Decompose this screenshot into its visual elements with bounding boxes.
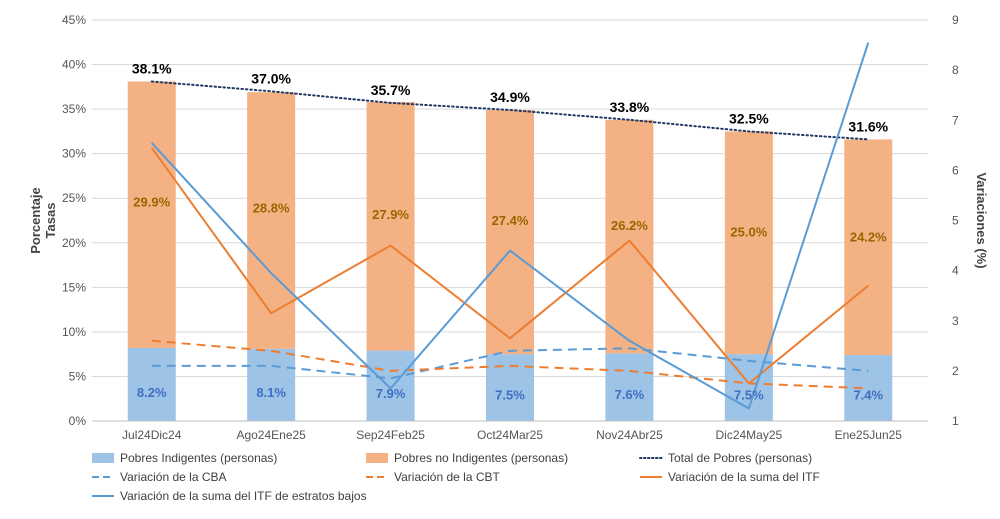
y-axis-title-line: Tasas <box>43 203 58 239</box>
bar-no-indigentes <box>127 81 176 348</box>
bar-indigentes <box>844 355 893 421</box>
line-variation-3 <box>150 42 870 410</box>
total-data-label: 37.0% <box>251 70 291 86</box>
bar-no-indigentes <box>366 101 415 351</box>
no-indigentes-data-label: 26.2% <box>611 218 648 233</box>
bar-no-indigentes <box>844 139 893 356</box>
bar-indigentes <box>127 347 176 421</box>
legend-label: Pobres Indigentes (personas) <box>120 451 277 465</box>
total-data-label: 31.6% <box>848 118 888 134</box>
y-tick-label: 10% <box>62 325 86 339</box>
y-tick-label: 45% <box>62 13 86 27</box>
x-tick-label: Nov24Abr25 <box>596 428 663 442</box>
x-tick-label: Sep24Feb25 <box>356 428 425 442</box>
y-tick-label: 30% <box>62 147 86 161</box>
y-tick-label: 35% <box>62 102 86 116</box>
y2-tick-label: 2 <box>952 364 959 378</box>
no-indigentes-data-label: 28.8% <box>253 201 290 216</box>
y2-tick-label: 7 <box>952 113 959 127</box>
legend-label: Variación de la CBT <box>394 470 500 484</box>
indigentes-data-label: 8.1% <box>256 385 286 400</box>
y2-tick-label: 3 <box>952 314 959 328</box>
legend-swatch <box>92 453 114 463</box>
y2-tick-label: 6 <box>952 163 959 177</box>
bar-no-indigentes <box>605 119 654 354</box>
bar-indigentes <box>605 353 654 421</box>
y-axis-title-line: Porcentaje <box>28 187 43 253</box>
line-variation-2 <box>150 147 869 385</box>
total-data-label: 33.8% <box>610 99 650 115</box>
y-tick-label: 20% <box>62 236 86 250</box>
line-variation-0 <box>151 347 869 380</box>
x-tick-label: Oct24Mar25 <box>477 428 543 442</box>
indigentes-data-label: 8.2% <box>137 385 167 400</box>
x-tick-label: Jul24Dic24 <box>122 428 182 442</box>
legend-label: Pobres no Indigentes (personas) <box>394 451 568 465</box>
indigentes-data-label: 7.5% <box>734 387 764 402</box>
indigentes-data-label: 7.6% <box>615 387 645 402</box>
y2-tick-label: 5 <box>952 214 959 228</box>
no-indigentes-data-label: 29.9% <box>133 194 170 209</box>
y2-tick-label: 4 <box>952 264 959 278</box>
total-data-label: 38.1% <box>132 60 172 76</box>
no-indigentes-data-label: 27.9% <box>372 207 409 222</box>
no-indigentes-data-label: 24.2% <box>850 229 887 244</box>
bar-no-indigentes <box>724 131 773 355</box>
y2-tick-label: 9 <box>952 13 959 27</box>
indigentes-data-label: 7.9% <box>376 386 406 401</box>
x-tick-label: Ene25Jun25 <box>835 428 903 442</box>
y2-axis-title: Variaciones (%) <box>974 172 989 268</box>
legend-label: Variación de la CBA <box>120 470 227 484</box>
total-data-label: 32.5% <box>729 110 769 126</box>
y-tick-label: 15% <box>62 280 86 294</box>
legend-label: Total de Pobres (personas) <box>668 451 812 465</box>
bar-indigentes <box>247 348 296 421</box>
no-indigentes-data-label: 27.4% <box>492 213 529 228</box>
indigentes-data-label: 7.4% <box>853 388 883 403</box>
bar-no-indigentes <box>247 92 296 349</box>
indigentes-data-label: 7.5% <box>495 387 525 402</box>
no-indigentes-data-label: 25.0% <box>730 225 767 240</box>
legend-label: Variación de la suma del ITF de estratos… <box>120 489 367 503</box>
bar-indigentes <box>366 350 415 421</box>
bar-no-indigentes <box>486 110 534 355</box>
y-tick-label: 5% <box>69 369 87 383</box>
total-data-label: 35.7% <box>371 82 411 98</box>
x-tick-label: Ago24Ene25 <box>236 428 306 442</box>
y-axis-title: PorcentajeTasas <box>28 187 58 253</box>
legend-swatch <box>366 453 388 463</box>
y2-tick-label: 1 <box>952 414 959 428</box>
total-data-label: 34.9% <box>490 89 530 105</box>
y-tick-label: 0% <box>69 414 87 428</box>
legend-label: Variación de la suma del ITF <box>668 470 820 484</box>
y-tick-label: 25% <box>62 191 86 205</box>
y-tick-label: 40% <box>62 58 86 72</box>
y2-tick-label: 8 <box>952 63 959 77</box>
x-tick-label: Dic24May25 <box>716 428 783 442</box>
line-total-pobres <box>150 80 870 141</box>
